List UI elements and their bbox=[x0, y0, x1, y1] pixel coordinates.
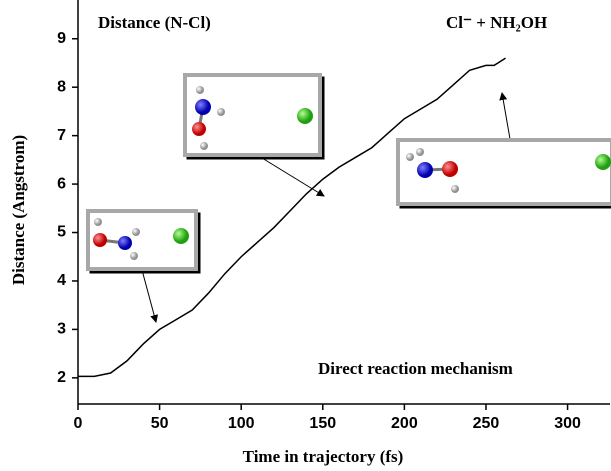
x-tick-label: 300 bbox=[554, 415, 581, 432]
y-axis-label: Distance (Angstrom) bbox=[9, 135, 28, 285]
y-tick-label: 7 bbox=[57, 127, 66, 144]
y-tick-label: 2 bbox=[57, 369, 66, 386]
x-tick-label: 100 bbox=[228, 415, 255, 432]
arrow bbox=[502, 93, 510, 139]
x-tick-label: 50 bbox=[151, 415, 169, 432]
y-tick-label: 8 bbox=[57, 78, 66, 95]
y-tick-label: 6 bbox=[57, 175, 66, 192]
y-tick-label: 4 bbox=[57, 272, 66, 289]
annotation: Distance (N-Cl) bbox=[98, 13, 211, 32]
annotation: Direct reaction mechanism bbox=[318, 359, 513, 378]
arrow bbox=[262, 158, 324, 196]
y-tick-label: 9 bbox=[57, 30, 66, 47]
chart: Distance (N-Cl) Cl⁻ + NH₂OH Direct react… bbox=[0, 0, 611, 471]
arrow bbox=[142, 270, 156, 322]
x-tick-label: 250 bbox=[473, 415, 500, 432]
x-tick-label: 0 bbox=[74, 415, 83, 432]
x-tick-label: 150 bbox=[309, 415, 336, 432]
x-tick-label: 200 bbox=[391, 415, 418, 432]
x-axis-label: Time in trajectory (fs) bbox=[243, 447, 404, 466]
y-tick-label: 5 bbox=[57, 224, 66, 241]
inset-3 bbox=[398, 93, 611, 207]
annotation: Cl⁻ + NH₂OH bbox=[446, 13, 547, 32]
y-tick-label: 3 bbox=[57, 321, 66, 338]
inset-2 bbox=[185, 75, 324, 196]
inset-1 bbox=[88, 211, 199, 322]
